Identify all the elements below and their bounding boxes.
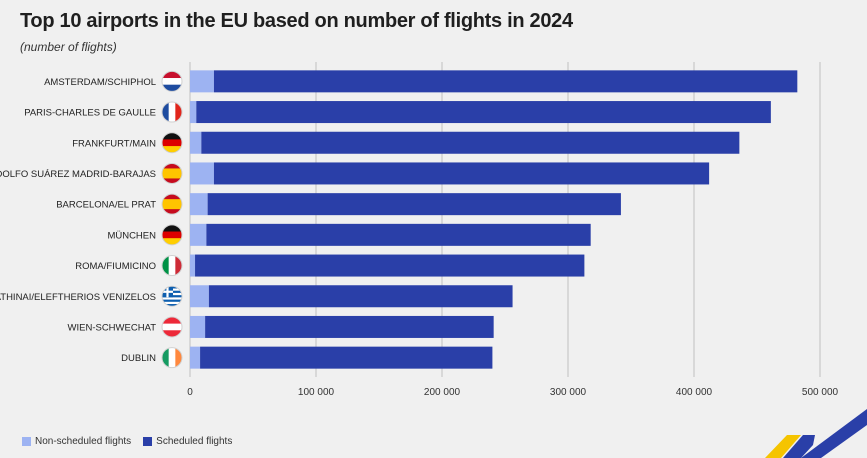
bar-scheduled — [205, 315, 494, 338]
legend-item-scheduled: Scheduled flights — [143, 436, 232, 447]
bar-non-scheduled — [190, 254, 196, 277]
category-label: PARIS-CHARLES DE GAULLE — [24, 108, 156, 119]
flag-nl-icon — [161, 70, 183, 92]
flags — [161, 70, 183, 369]
flag-de-icon — [161, 132, 183, 154]
bar-scheduled — [206, 223, 591, 246]
chart-subtitle: (number of flights) — [20, 40, 117, 54]
chart-title: Top 10 airports in the EU based on numbe… — [20, 10, 573, 32]
x-tick-label: 300 000 — [550, 387, 587, 398]
category-label: AMSTERDAM/SCHIPHOL — [44, 77, 156, 88]
category-label: ROMA/FIUMICINO — [75, 261, 156, 272]
legend-swatch-scheduled — [143, 437, 153, 446]
bar-scheduled — [195, 254, 585, 277]
x-tick-label: 500 000 — [802, 387, 839, 398]
category-label: BARCELONA/EL PRAT — [56, 200, 156, 211]
bar-non-scheduled — [190, 70, 214, 93]
flag-it-icon — [161, 255, 183, 277]
x-axis-ticks: 0 100 000 200 000 300 000 400 000 500 000 — [187, 387, 838, 398]
bar-scheduled — [208, 285, 513, 308]
flag-de-icon — [161, 224, 183, 246]
legend-swatch-non-scheduled — [22, 437, 31, 446]
bar-non-scheduled — [190, 315, 206, 338]
flag-ie-icon — [161, 347, 183, 369]
bars — [190, 70, 798, 369]
flag-es-icon — [161, 162, 183, 184]
category-label: DUBLIN — [121, 353, 156, 364]
bar-scheduled — [213, 70, 798, 93]
x-tick-label: 400 000 — [676, 387, 713, 398]
flag-at-icon — [161, 316, 183, 338]
eurostat-logo-icon — [765, 409, 867, 458]
category-label: ADOLFO SUÁREZ MADRID-BARAJAS — [0, 169, 156, 180]
legend: Non-scheduled flights Scheduled flights — [22, 436, 232, 447]
category-label: ATHINAI/ELEFTHERIOS VENIZELOS — [0, 292, 156, 303]
bar-scheduled — [213, 162, 710, 185]
legend-label-non-scheduled: Non-scheduled flights — [35, 436, 132, 447]
flag-es-icon — [161, 193, 183, 215]
category-labels: AMSTERDAM/SCHIPHOL PARIS-CHARLES DE GAULL… — [0, 77, 156, 364]
bar-non-scheduled — [190, 346, 201, 369]
bar-scheduled — [200, 346, 493, 369]
x-tick-label: 0 — [187, 387, 193, 398]
bar-non-scheduled — [190, 162, 214, 185]
bar-non-scheduled — [190, 193, 208, 216]
flag-fr-icon — [161, 101, 183, 123]
category-label: WIEN-SCHWECHAT — [68, 322, 157, 333]
bar-scheduled — [196, 101, 771, 124]
flag-el-icon — [161, 285, 183, 307]
category-label: MÜNCHEN — [107, 230, 156, 241]
x-tick-label: 100 000 — [298, 387, 335, 398]
bar-scheduled — [207, 193, 621, 216]
bar-non-scheduled — [190, 101, 197, 124]
legend-item-non-scheduled: Non-scheduled flights — [22, 436, 131, 447]
bar-non-scheduled — [190, 285, 209, 308]
x-tick-label: 200 000 — [424, 387, 461, 398]
bar-non-scheduled — [190, 223, 207, 246]
bar-scheduled — [201, 131, 740, 154]
legend-label-scheduled: Scheduled flights — [156, 436, 233, 447]
bar-non-scheduled — [190, 131, 202, 154]
category-label: FRANKFURT/MAIN — [72, 138, 156, 149]
